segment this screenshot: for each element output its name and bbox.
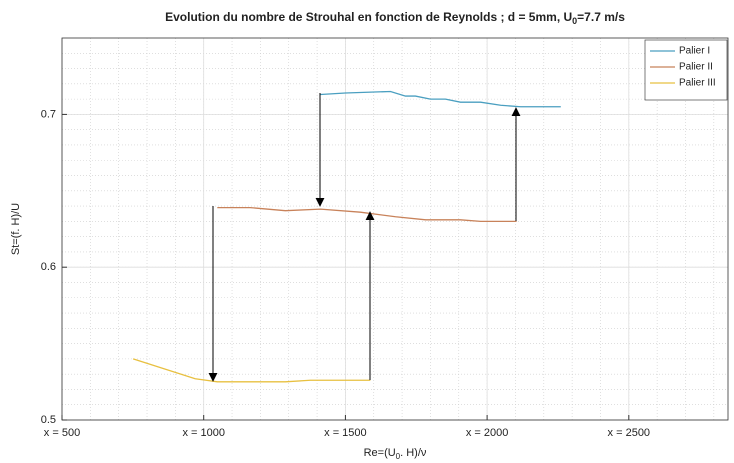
y-tick-label: 0.5 <box>41 414 56 426</box>
x-tick-label: x = 2500 <box>608 427 651 439</box>
series-line <box>132 358 371 383</box>
x-axis-label: Re=(U0. H)/ν <box>364 447 427 461</box>
y-tick-label: 0.6 <box>41 261 56 273</box>
legend-box <box>644 39 728 101</box>
y-tick-label: 0.7 <box>41 108 56 120</box>
annotation-arrows <box>208 93 521 382</box>
x-tick-label: x = 500 <box>44 427 80 439</box>
legend-label: Palier III <box>679 78 716 89</box>
series <box>132 90 561 383</box>
x-tick-label: x = 1000 <box>182 427 225 439</box>
y-axis-label: St=(f. H)/U <box>10 203 22 255</box>
series-line <box>217 206 517 223</box>
x-tick-label: x = 2000 <box>466 427 509 439</box>
legend: Palier I Palier II Palier III <box>644 39 728 101</box>
x-tick-label: x = 1500 <box>324 427 367 439</box>
ticks: x = 500 x = 1000 x = 1500 x = 2000 x = 2500 0… <box>41 108 650 439</box>
axes-box <box>61 37 729 421</box>
legend-label: Palier I <box>679 46 710 57</box>
chart-title: Evolution du nombre de Strouhal en fonct… <box>165 10 625 26</box>
legend-label: Palier II <box>679 62 713 73</box>
grid <box>61 38 728 421</box>
series-line <box>320 90 561 108</box>
